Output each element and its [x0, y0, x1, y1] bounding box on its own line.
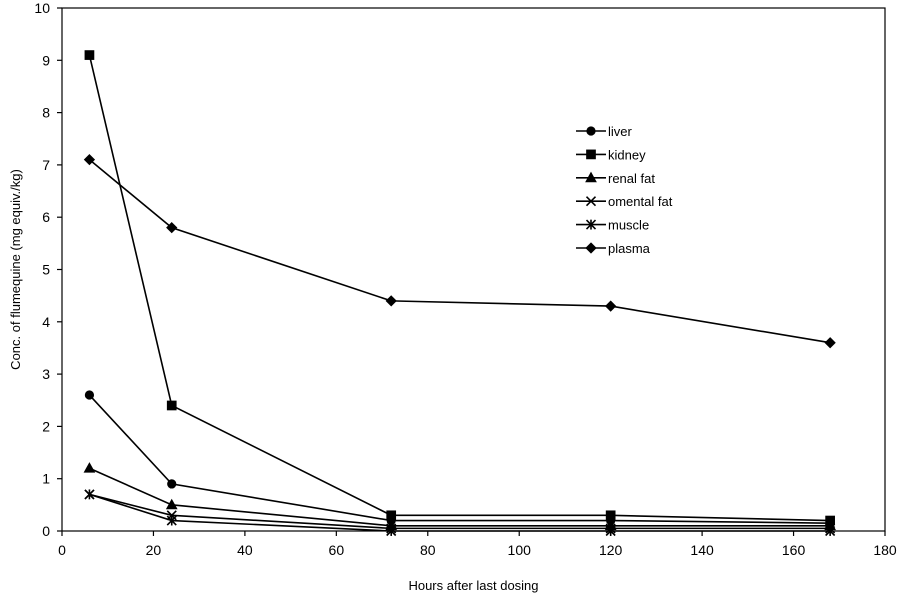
y-tick-label: 7 [42, 157, 50, 173]
plot-frame [61, 7, 886, 532]
series-line-kidney [88, 54, 831, 522]
y-tick-label: 0 [42, 523, 50, 539]
data-point-renal-fat [83, 462, 96, 473]
data-point-kidney [605, 510, 616, 521]
data-point-renal-fat [165, 498, 178, 510]
series-plasma [83, 154, 836, 349]
data-point-plasma [166, 222, 178, 234]
data-point-plasma [824, 337, 836, 349]
legend-label: kidney [608, 147, 646, 162]
series-line-liver [88, 394, 831, 524]
y-tick-label: 4 [42, 314, 50, 330]
data-point-muscle [605, 525, 616, 537]
legend-marker [585, 242, 597, 254]
series-line-omental-fat [89, 493, 831, 530]
legend-label: omental fat [608, 194, 673, 209]
x-tick-label: 120 [599, 542, 623, 558]
legend-marker [585, 219, 597, 230]
x-axis: 0 20 40 60 80 100 120 140 160 180 [58, 531, 897, 558]
y-tick-label: 5 [42, 262, 50, 278]
x-tick-label: 100 [508, 542, 532, 558]
x-tick-label: 40 [237, 542, 253, 558]
series-renal-fat [83, 462, 836, 531]
legend-marker [586, 126, 596, 136]
y-tick-label: 6 [42, 209, 50, 225]
legend-item-kidney: kidney [576, 147, 646, 162]
data-point-kidney [84, 50, 95, 60]
data-point-liver [167, 479, 177, 489]
legend: liver kidney renal fat omental fat muscle pla… [576, 124, 673, 256]
data-point-muscle [386, 525, 397, 537]
data-point-kidney [386, 510, 397, 521]
plot-area-border [61, 7, 886, 532]
data-point-kidney [166, 400, 177, 411]
legend-label: plasma [608, 241, 651, 256]
y-tick-label: 9 [42, 52, 50, 68]
y-tick-label: 2 [42, 418, 50, 434]
legend-item-muscle: muscle [576, 218, 649, 233]
y-axis-title: Conc. of flumequine (mg equiv./kg) [8, 169, 23, 370]
legend-item-omental-fat: omental fat [576, 194, 673, 209]
data-point-plasma [385, 295, 397, 307]
x-tick-label: 80 [420, 542, 436, 558]
legend-label: renal fat [608, 171, 655, 186]
legend-item-liver: liver [576, 124, 633, 139]
data-point-liver [84, 390, 95, 400]
x-tick-label: 0 [58, 542, 66, 558]
y-tick-label: 8 [42, 105, 50, 121]
x-axis-title: Hours after last dosing [408, 578, 538, 593]
x-tick-label: 180 [873, 542, 897, 558]
legend-label: liver [608, 124, 633, 139]
legend-item-renal-fat: renal fat [576, 171, 655, 186]
data-point-muscle [84, 489, 95, 500]
legend-marker [585, 171, 597, 183]
legend-label: muscle [608, 218, 649, 233]
legend-item-plasma: plasma [576, 241, 651, 256]
series-muscle [84, 489, 836, 537]
series-kidney [84, 50, 835, 526]
x-tick-label: 160 [782, 542, 806, 558]
series-line-plasma [88, 159, 831, 344]
x-tick-label: 140 [690, 542, 714, 558]
legend-marker [585, 196, 597, 207]
y-tick-label: 10 [34, 0, 50, 16]
series-group [83, 50, 836, 537]
y-tick-label: 1 [42, 471, 50, 487]
x-tick-label: 60 [329, 542, 345, 558]
y-tick-label: 3 [42, 366, 50, 382]
legend-marker [586, 149, 596, 160]
y-axis: 0 1 2 3 4 5 6 7 8 9 10 [34, 0, 62, 539]
data-point-muscle [166, 515, 177, 526]
data-point-muscle [825, 525, 836, 537]
data-point-plasma [83, 154, 96, 166]
data-point-plasma [605, 300, 617, 312]
x-tick-label: 20 [146, 542, 162, 558]
